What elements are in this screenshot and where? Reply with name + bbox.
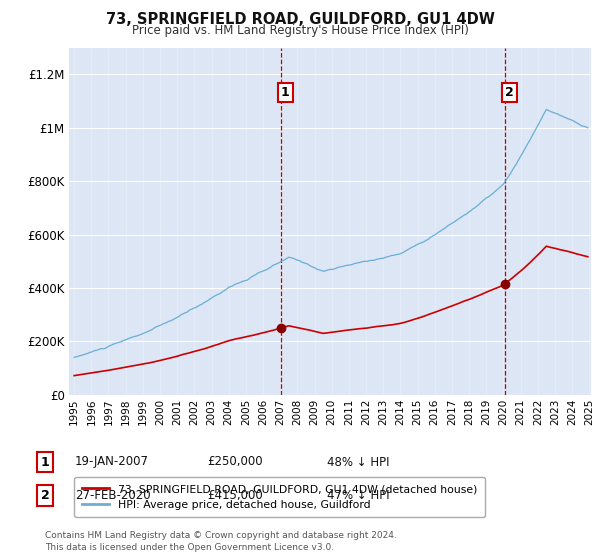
Text: 1: 1 — [41, 455, 49, 469]
Text: 48% ↓ HPI: 48% ↓ HPI — [327, 455, 389, 469]
Text: 47% ↓ HPI: 47% ↓ HPI — [327, 489, 389, 502]
Text: 1: 1 — [281, 86, 290, 99]
Text: Contains HM Land Registry data © Crown copyright and database right 2024.
This d: Contains HM Land Registry data © Crown c… — [45, 531, 397, 552]
Text: 19-JAN-2007: 19-JAN-2007 — [75, 455, 149, 469]
Text: 27-FEB-2020: 27-FEB-2020 — [75, 489, 151, 502]
Text: £250,000: £250,000 — [207, 455, 263, 469]
Text: Price paid vs. HM Land Registry's House Price Index (HPI): Price paid vs. HM Land Registry's House … — [131, 24, 469, 36]
Legend: 73, SPRINGFIELD ROAD, GUILDFORD, GU1 4DW (detached house), HPI: Average price, d: 73, SPRINGFIELD ROAD, GUILDFORD, GU1 4DW… — [74, 477, 485, 517]
Text: 2: 2 — [505, 86, 514, 99]
Text: £415,000: £415,000 — [207, 489, 263, 502]
Text: 73, SPRINGFIELD ROAD, GUILDFORD, GU1 4DW: 73, SPRINGFIELD ROAD, GUILDFORD, GU1 4DW — [106, 12, 494, 27]
Text: 2: 2 — [41, 489, 49, 502]
